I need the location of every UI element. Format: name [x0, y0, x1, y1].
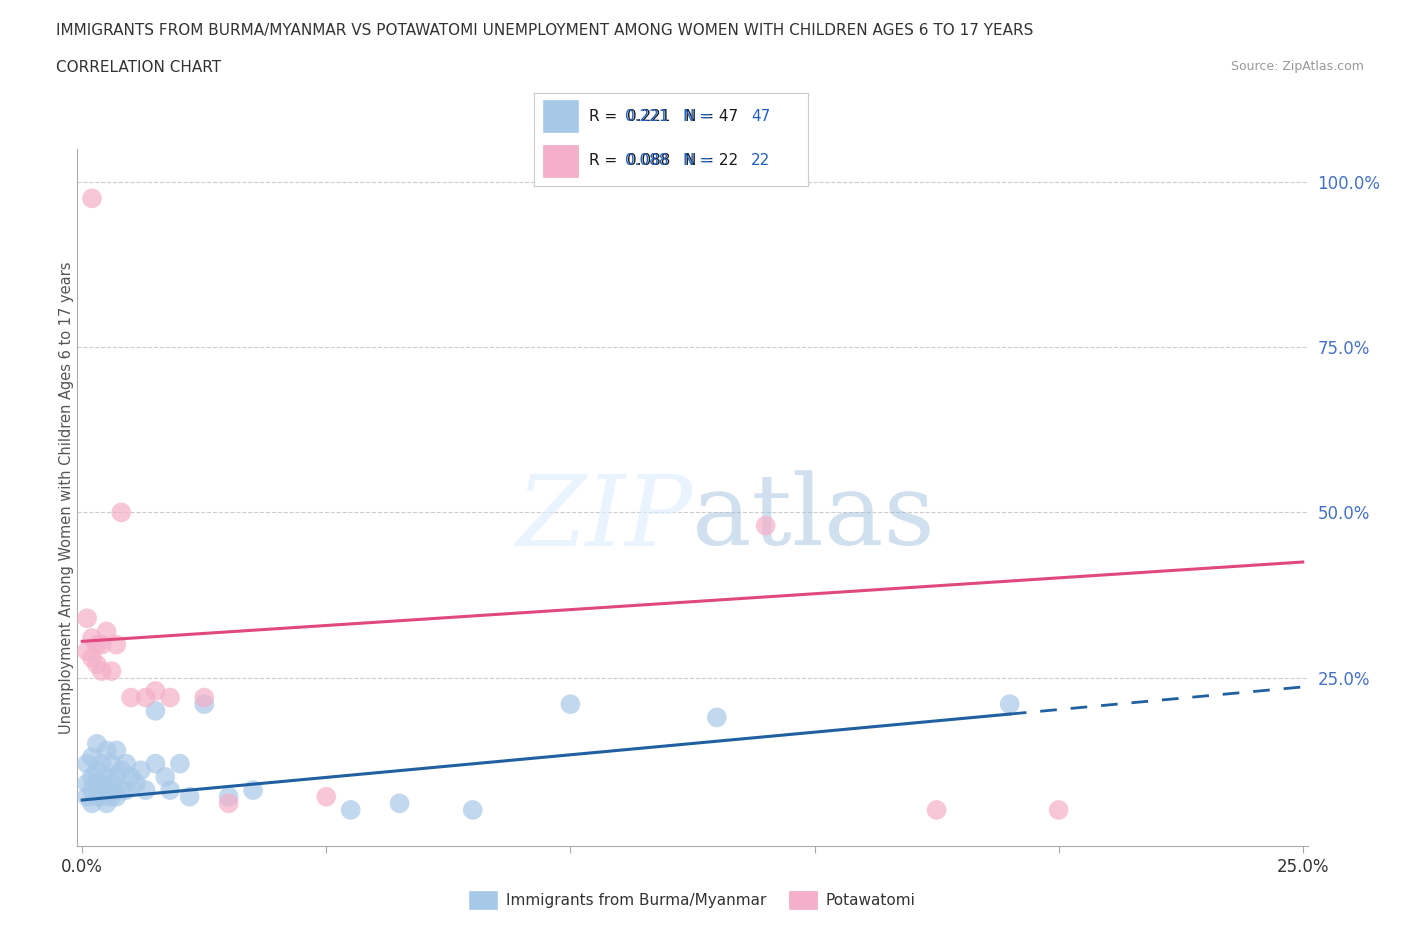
Point	[125, 776, 148, 790]
Point	[169, 756, 191, 771]
Point	[96, 743, 118, 758]
Point	[80, 631, 103, 645]
Point	[110, 783, 132, 798]
Point	[96, 769, 118, 784]
Point	[96, 796, 118, 811]
Point	[90, 756, 112, 771]
Point	[80, 783, 103, 798]
Point	[86, 658, 108, 672]
Point	[159, 690, 181, 705]
Point	[998, 697, 1021, 711]
Point	[105, 790, 128, 804]
Text: CORRELATION CHART: CORRELATION CHART	[56, 60, 221, 75]
Point	[179, 790, 201, 804]
Point	[76, 611, 98, 626]
Point	[115, 756, 138, 771]
Point	[129, 763, 152, 777]
Point	[86, 776, 108, 790]
Point	[80, 650, 103, 665]
Point	[135, 783, 157, 798]
Point	[100, 756, 122, 771]
Point	[76, 790, 98, 804]
Point	[90, 637, 112, 652]
Point	[90, 776, 112, 790]
Point	[96, 624, 118, 639]
Point	[706, 710, 728, 724]
Text: 0.221   N =: 0.221 N =	[624, 109, 717, 124]
Point	[339, 803, 361, 817]
Point	[755, 518, 778, 533]
Point	[145, 684, 167, 698]
Text: atlas: atlas	[693, 471, 935, 566]
Point	[100, 776, 122, 790]
Point	[86, 763, 108, 777]
Y-axis label: Unemployment Among Women with Children Ages 6 to 17 years: Unemployment Among Women with Children A…	[59, 261, 73, 734]
Point	[155, 769, 177, 784]
Point	[110, 505, 132, 520]
Bar	[543, 145, 578, 177]
Point	[120, 690, 142, 705]
Text: IMMIGRANTS FROM BURMA/MYANMAR VS POTAWATOMI UNEMPLOYMENT AMONG WOMEN WITH CHILDR: IMMIGRANTS FROM BURMA/MYANMAR VS POTAWAT…	[56, 23, 1033, 38]
Point	[135, 690, 157, 705]
Text: R =  0.221   N = 47: R = 0.221 N = 47	[589, 109, 738, 124]
Point	[218, 790, 240, 804]
Point	[105, 743, 128, 758]
Point	[315, 790, 337, 804]
Bar	[543, 100, 578, 132]
Text: 47: 47	[751, 109, 770, 124]
Legend: Immigrants from Burma/Myanmar, Potawatomi: Immigrants from Burma/Myanmar, Potawatom…	[463, 884, 922, 915]
Point	[86, 737, 108, 751]
Point	[90, 790, 112, 804]
Point	[100, 790, 122, 804]
Point	[145, 756, 167, 771]
Point	[560, 697, 582, 711]
Point	[925, 803, 948, 817]
Point	[110, 763, 132, 777]
Point	[120, 769, 142, 784]
Point	[80, 769, 103, 784]
Point	[100, 664, 122, 679]
Text: R =  0.088   N = 22: R = 0.088 N = 22	[589, 153, 738, 168]
Point	[86, 790, 108, 804]
Point	[96, 783, 118, 798]
Text: Source: ZipAtlas.com: Source: ZipAtlas.com	[1230, 60, 1364, 73]
Point	[145, 703, 167, 718]
Text: ZIP: ZIP	[516, 471, 693, 566]
Point	[193, 690, 215, 705]
Point	[159, 783, 181, 798]
Point	[76, 756, 98, 771]
Point	[115, 783, 138, 798]
Point	[80, 796, 103, 811]
Point	[76, 776, 98, 790]
Point	[86, 637, 108, 652]
Point	[76, 644, 98, 658]
Point	[193, 697, 215, 711]
Point	[242, 783, 264, 798]
Point	[218, 796, 240, 811]
Text: 0.088   N =: 0.088 N =	[624, 153, 717, 168]
Point	[105, 769, 128, 784]
Point	[1047, 803, 1070, 817]
Text: 22: 22	[751, 153, 770, 168]
Point	[105, 637, 128, 652]
Point	[461, 803, 484, 817]
Point	[90, 664, 112, 679]
Point	[80, 191, 103, 206]
Point	[80, 750, 103, 764]
Point	[388, 796, 411, 811]
